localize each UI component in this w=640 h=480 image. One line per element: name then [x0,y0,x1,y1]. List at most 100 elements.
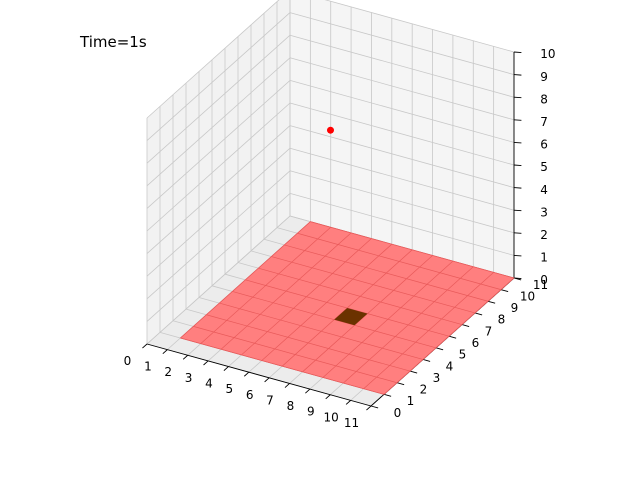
grid-line [146,125,291,254]
z-tick-mark [513,232,522,234]
data-point [327,126,334,134]
surface-grid-line [245,279,450,337]
surface-grid-line [180,337,385,395]
grid-line [289,12,515,75]
x-tick-label: 3 [185,371,193,385]
z-tick-label: 0 [540,273,548,287]
z-tick-label: 9 [540,70,548,84]
y-tick-label: 7 [485,324,493,338]
z-tick-label: 5 [540,160,548,174]
x-tick-label: 9 [307,405,315,419]
z-tick-labels: 0 1 2 3 4 5 6 7 8 9 10 [540,47,555,287]
x-tick-label: 6 [246,388,254,402]
x-tick-label: 8 [287,399,295,413]
surface-grid-line [297,232,502,290]
grid-line [146,57,291,187]
highlight-cell [334,308,368,326]
grid-line [289,80,515,143]
z-tick-mark [513,209,522,212]
highlight-cell-fill [334,308,368,326]
y-tick-mark [500,289,509,293]
y-tick-label: 9 [511,301,519,315]
grid-line [146,147,291,277]
z-tick-label: 4 [540,183,548,197]
z-tick-mark [513,277,522,279]
x-tick-label: 10 [323,410,338,424]
x-tick-mark [223,366,229,371]
grid-line [146,193,291,322]
surface-grid-line [271,256,476,314]
grid-line [289,102,515,166]
x-tick-label: 7 [266,393,274,407]
surface-grid-line [206,314,411,372]
z-tick-mark [513,141,522,144]
y-tick-mark [383,393,392,397]
surface-grid-line [219,302,424,360]
y-tick-label: 10 [520,290,535,304]
grid-line [146,80,291,209]
grid-line [324,0,515,53]
x-tick-label: 5 [225,382,233,396]
z-tick-mark [513,96,522,99]
y-tick-mark [461,324,470,327]
grid-line [146,215,291,345]
y-tick-label: 6 [472,336,480,350]
y-tick-label: 0 [394,406,402,420]
z-tick-mark [513,164,522,166]
x-tick-mark [203,360,209,366]
y-tick-label: 11 [533,278,548,292]
grid-line [146,34,291,164]
y-tick-mark [396,382,405,386]
y-tick-label: 8 [498,313,506,327]
x-tick-mark [284,383,290,388]
y-tick-mark [474,312,483,316]
data-points [327,126,334,134]
x-tick-label: 0 [124,354,132,368]
z-tick-label: 8 [540,92,548,106]
grid-line [289,193,515,256]
x-tick-mark [305,388,311,394]
surface-grid-line [232,291,437,349]
z-tick-mark [513,74,522,76]
x-tick-mark [142,343,148,349]
x-tick-mark [162,349,168,355]
y-tick-mark [409,370,418,374]
x-tick-mark [264,377,270,383]
y-tick-label: 2 [420,383,428,397]
grid-line [146,102,291,232]
grid-line [289,34,515,98]
x-tick-mark [345,400,351,405]
y-tick-label: 1 [407,394,415,408]
x-tick-mark [366,405,372,411]
y-tick-mark [370,405,379,409]
z-tick-label: 7 [540,115,548,129]
y-tick-label: 3 [433,371,441,385]
grid-line [289,170,515,234]
x-tick-label: 1 [144,360,152,374]
z-tick-mark [513,254,522,257]
y-tick-mark [487,300,496,304]
z-tick-label: 1 [540,251,548,265]
surface-grid-line [258,267,463,325]
z-tick-label: 2 [540,228,548,242]
x-tick-mark [243,371,250,377]
x-tick-label: 11 [344,416,359,430]
y-tick-label: 5 [459,348,467,362]
x-tick-label: 4 [205,377,213,391]
z-tick-label: 6 [540,138,548,152]
surface-grid-line [193,326,398,384]
y-tick-mark [422,359,431,362]
surface-grid-line [284,244,489,302]
grid-line [146,12,291,141]
grid-line [289,147,515,211]
x-tick-mark [182,354,189,360]
z-tick-mark [513,187,522,189]
y-tick-mark [448,335,457,339]
z-tick-mark [513,119,522,121]
surface-grid-line [310,221,515,279]
grid-line [146,170,291,300]
x-axis-line [146,343,372,407]
grid-line [289,125,515,188]
x-tick-mark [325,394,331,400]
z-tick-mark [513,51,522,53]
